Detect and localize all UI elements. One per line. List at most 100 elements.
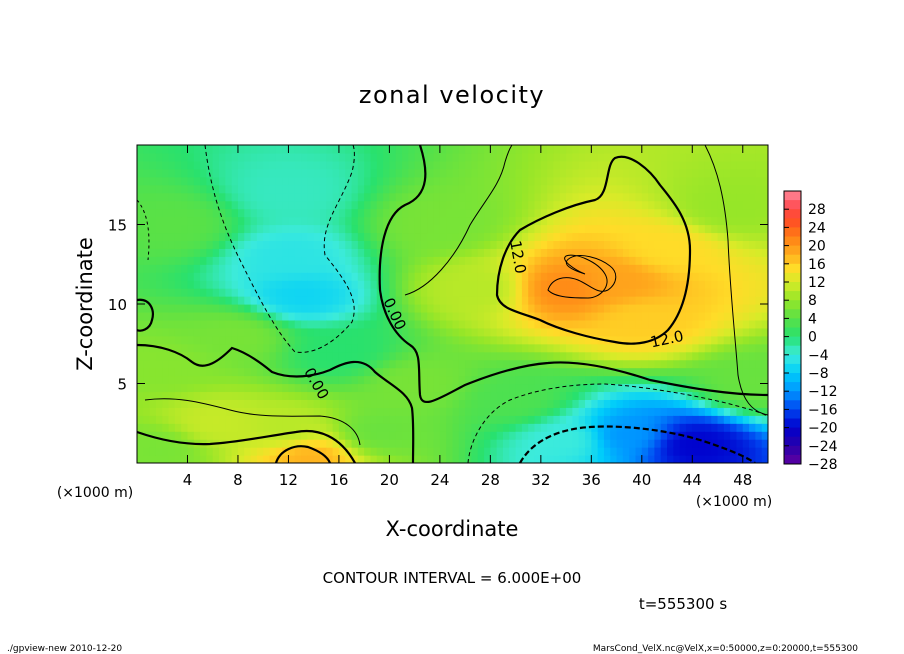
field-cell	[730, 152, 738, 162]
field-cell	[357, 248, 365, 257]
field-cell	[200, 160, 208, 170]
field-cell	[540, 216, 548, 226]
field-cell	[755, 272, 763, 281]
field-cell	[534, 343, 542, 353]
field-cell	[553, 335, 561, 345]
field-cell	[648, 431, 656, 440]
field-cell	[704, 431, 712, 440]
field-cell	[648, 256, 656, 265]
field-cell	[490, 431, 498, 440]
field-cell	[370, 431, 378, 440]
field-cell	[559, 431, 567, 440]
field-cell	[484, 248, 491, 257]
field-cell	[389, 447, 397, 456]
field-cell	[427, 145, 435, 154]
field-cell	[282, 304, 290, 313]
field-cell	[534, 399, 542, 408]
field-cell	[389, 240, 397, 249]
field-cell	[389, 224, 397, 234]
field-cell	[509, 232, 517, 241]
field-cell	[698, 407, 706, 416]
field-cell	[698, 296, 706, 305]
field-cell	[641, 415, 649, 424]
field-cell	[275, 319, 283, 329]
field-cell	[692, 145, 700, 154]
field-cell	[357, 447, 365, 456]
field-cell	[357, 319, 365, 329]
field-cell	[679, 280, 687, 289]
field-cell	[465, 280, 473, 289]
field-cell	[635, 399, 643, 408]
field-cell	[225, 311, 233, 321]
field-cell	[212, 327, 220, 337]
field-cell	[515, 145, 523, 154]
field-cell	[597, 327, 605, 337]
field-cell	[685, 160, 693, 170]
field-cell	[603, 145, 611, 154]
field-cell	[395, 145, 403, 154]
field-cell	[648, 288, 656, 297]
field-cell	[477, 304, 485, 313]
field-cell	[408, 272, 416, 281]
field-cell	[597, 176, 605, 186]
field-cell	[521, 248, 529, 257]
field-cell	[212, 232, 220, 241]
field-cell	[263, 447, 271, 456]
field-cell	[591, 391, 599, 400]
field-cell	[465, 455, 473, 463]
field-cell	[212, 216, 220, 226]
field-cell	[420, 319, 428, 329]
field-cell	[162, 296, 170, 305]
field-cell	[610, 176, 618, 186]
field-cell	[225, 399, 233, 408]
field-cell	[269, 423, 277, 432]
field-cell	[313, 455, 321, 463]
field-cell	[566, 248, 573, 257]
field-cell	[578, 160, 586, 170]
field-cell	[502, 351, 510, 361]
field-cell	[181, 192, 189, 202]
field-cell	[496, 200, 504, 210]
field-cell	[484, 407, 491, 416]
field-cell	[603, 391, 611, 400]
field-cell	[263, 351, 271, 361]
field-cell	[717, 272, 725, 281]
field-cell	[263, 383, 271, 393]
field-cell	[629, 407, 637, 416]
field-cell	[408, 327, 416, 337]
field-cell	[572, 311, 580, 321]
field-cell	[629, 439, 637, 448]
field-cell	[269, 145, 277, 154]
field-cell	[559, 176, 567, 186]
field-cell	[635, 208, 643, 218]
field-cell	[383, 447, 390, 456]
field-cell	[187, 304, 195, 313]
field-cell	[629, 311, 637, 321]
colorbar-swatch	[784, 282, 801, 292]
field-cell	[723, 200, 731, 210]
field-cell	[742, 280, 750, 289]
field-cell	[155, 208, 163, 218]
field-cell	[711, 200, 719, 210]
field-cell	[301, 431, 308, 440]
field-cell	[553, 407, 561, 416]
field-cell	[540, 272, 548, 281]
field-cell	[357, 184, 365, 194]
field-cell	[414, 256, 422, 265]
colorbar-swatch	[784, 309, 801, 319]
field-cell	[566, 304, 573, 313]
field-cell	[357, 431, 365, 440]
field-cell	[496, 319, 504, 329]
field-cell	[162, 335, 170, 345]
field-cell	[225, 280, 233, 289]
colorbar-label: 20	[808, 239, 826, 255]
field-cell	[761, 192, 768, 202]
field-cell	[616, 359, 624, 369]
field-cell	[484, 319, 491, 329]
field-cell	[477, 168, 485, 178]
field-cell	[326, 168, 334, 178]
field-cell	[206, 224, 214, 234]
field-cell	[591, 375, 599, 385]
field-cell	[269, 439, 277, 448]
field-cell	[275, 152, 283, 162]
